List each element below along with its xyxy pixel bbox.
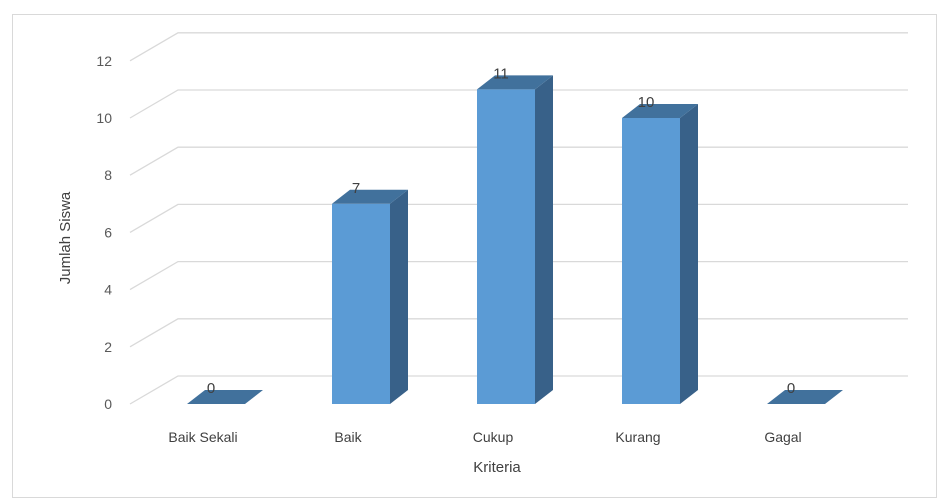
bar-top (187, 390, 263, 404)
bar-front (332, 203, 390, 404)
data-label: 11 (493, 65, 509, 82)
x-category-label: Baik (334, 429, 362, 445)
bar-side (680, 104, 698, 404)
bar-front (622, 118, 680, 404)
bar-front (477, 89, 535, 405)
x-axis-title: Kriteria (473, 459, 521, 476)
bars (187, 75, 843, 405)
bar-side (390, 189, 408, 404)
bar (477, 75, 553, 405)
y-axis-ticks: 0 2 4 6 8 10 12 (96, 53, 112, 412)
x-category-label: Kurang (615, 429, 660, 445)
y-tick-label: 10 (96, 110, 112, 126)
bar-top (477, 75, 553, 90)
y-tick-label: 4 (104, 282, 112, 298)
bar-top (767, 390, 843, 404)
x-category-label: Baik Sekali (168, 429, 237, 445)
data-label: 10 (638, 94, 655, 111)
bar-top (622, 104, 698, 118)
chart-frame (12, 14, 937, 498)
x-category-label: Cukup (473, 429, 514, 445)
bar-top (332, 189, 408, 204)
y-tick-label: 8 (104, 167, 112, 183)
gridline (129, 89, 908, 119)
y-tick-label: 0 (104, 396, 112, 412)
gridline (129, 32, 908, 62)
y-tick-label: 6 (104, 224, 112, 240)
data-label: 0 (787, 380, 795, 397)
bar (187, 390, 263, 404)
data-labels: 0 7 11 10 0 (207, 65, 795, 397)
bar (622, 104, 698, 404)
y-tick-label: 2 (104, 339, 112, 355)
data-label: 0 (207, 380, 215, 397)
bar (332, 189, 408, 404)
x-category-label: Gagal (764, 429, 801, 445)
y-axis-title: Jumlah Siswa (57, 191, 74, 284)
y-tick-label: 12 (96, 53, 112, 69)
x-axis-categories: Baik Sekali Baik Cukup Kurang Gagal (168, 429, 801, 445)
bar (767, 390, 843, 404)
data-label: 7 (352, 180, 360, 197)
bar-side (535, 75, 553, 405)
